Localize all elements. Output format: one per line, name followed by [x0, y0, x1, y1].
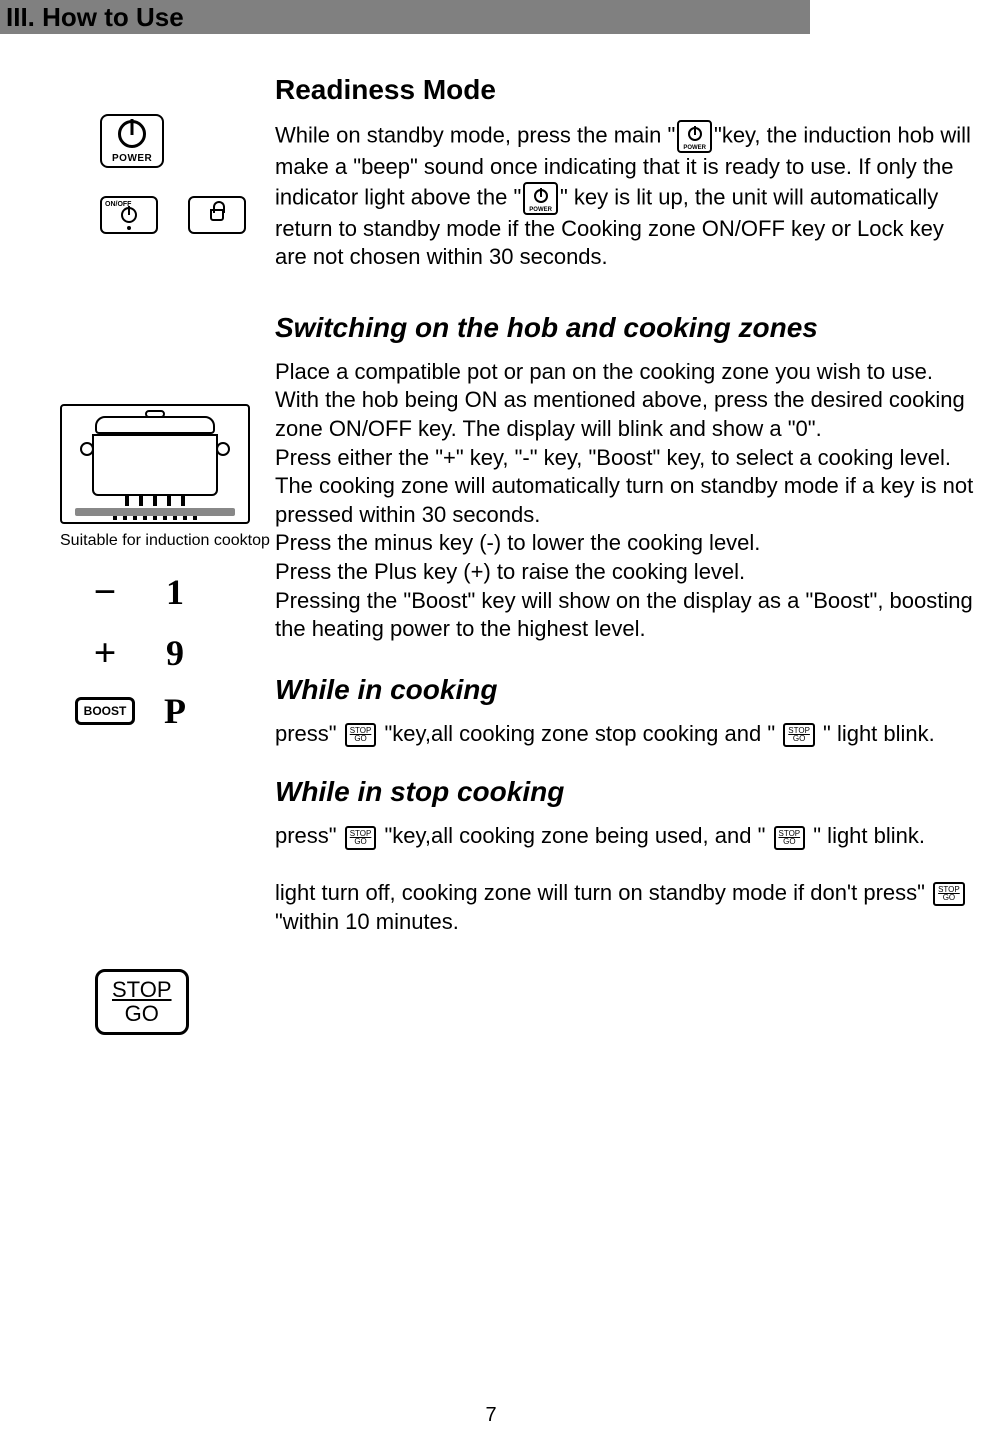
power-symbol-small-icon [121, 207, 137, 223]
boost-val: P [150, 690, 200, 732]
power-symbol-icon [118, 120, 146, 148]
while-stop-title: While in stop cooking [275, 776, 975, 808]
readiness-body: While on standby mode, press the main "P… [275, 120, 975, 272]
controls-illustration: − 1 + 9 BOOST P [60, 568, 290, 732]
switching-body: Place a compatible pot or pan on the coo… [275, 358, 975, 644]
while-stop-body-2: light turn off, cooking zone will turn o… [275, 879, 975, 936]
readiness-title: Readiness Mode [275, 74, 975, 106]
ws2-text-2: "within 10 minutes. [275, 909, 459, 934]
while-stop-body-1: press" STOPGO "key,all cooking zone bein… [275, 822, 975, 851]
inline-power-icon: POWER [677, 120, 712, 153]
padlock-icon [210, 209, 224, 221]
inline-stopgo-icon: STOPGO [933, 882, 965, 906]
content-column: Readiness Mode While on standby mode, pr… [275, 74, 975, 936]
inline-stopgo-icon: STOPGO [345, 826, 377, 850]
ws-text-3: " light blink. [807, 823, 925, 848]
inline-power-icon: POWER [523, 182, 558, 215]
stopgo-stop: STOP [112, 978, 172, 1002]
stopgo-illustration: STOP GO [95, 969, 325, 1035]
pot-icon [60, 404, 250, 524]
power-label: POWER [112, 154, 152, 164]
wc-text-3: " light blink. [817, 721, 935, 746]
onoff-icon: ON/OFF [100, 196, 158, 234]
stopgo-icon: STOP GO [95, 969, 189, 1035]
plus-val: 9 [150, 632, 200, 674]
while-cooking-title: While in cooking [275, 674, 975, 706]
wc-text-2: "key,all cooking zone stop cooking and " [378, 721, 781, 746]
power-icon-group: POWER ON/OFF [100, 114, 330, 234]
inline-stopgo-icon: STOPGO [345, 723, 377, 747]
ws-text-1: press" [275, 823, 343, 848]
power-icon: POWER [100, 114, 164, 168]
ws2-text-1: light turn off, cooking zone will turn o… [275, 880, 931, 905]
lock-icon [188, 196, 246, 234]
pot-caption: Suitable for induction cooktop [60, 532, 290, 550]
section-header-title: III. How to Use [6, 2, 184, 33]
boost-icon: BOOST [75, 697, 136, 725]
minus-key: − [60, 568, 150, 615]
section-header: III. How to Use [0, 0, 810, 34]
inline-stopgo-icon: STOPGO [783, 723, 815, 747]
while-cooking-body: press" STOPGO "key,all cooking zone stop… [275, 720, 975, 749]
onoff-lock-row: ON/OFF [100, 196, 330, 234]
inline-stopgo-icon: STOPGO [774, 826, 806, 850]
stopgo-go: GO [112, 1002, 172, 1026]
page-number: 7 [485, 1404, 496, 1427]
readiness-text-1: While on standby mode, press the main " [275, 122, 675, 147]
pot-illustration: Suitable for induction cooktop − 1 + 9 B… [60, 404, 290, 732]
ws-text-2: "key,all cooking zone being used, and " [378, 823, 771, 848]
minus-val: 1 [150, 571, 200, 613]
plus-key: + [60, 629, 150, 676]
switching-title: Switching on the hob and cooking zones [275, 312, 975, 344]
